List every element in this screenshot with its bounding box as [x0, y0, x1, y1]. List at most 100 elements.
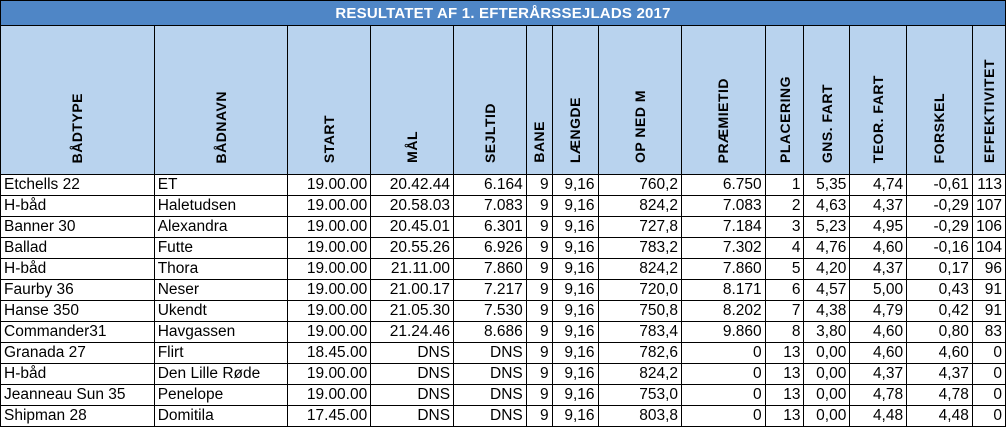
header-label: BÅDTYPE: [69, 92, 86, 163]
col-header-effektivitet: EFFEKTIVITET: [971, 25, 1006, 175]
header-label: MÅL: [404, 131, 421, 163]
cell-praemietid: 9.860: [681, 321, 766, 343]
cell-forskel: 4,37: [906, 363, 973, 385]
cell-gns-fart: 0,00: [803, 384, 851, 406]
cell-baadtype: Ballad: [0, 237, 155, 259]
table-row: Jeanneau Sun 35 Penelope 19.00.00 DNS DNS 9 9,…: [0, 384, 1006, 406]
cell-forskel: 4,78: [906, 384, 973, 406]
cell-effektivitet: 83: [971, 321, 1006, 343]
cell-gns-fart: 0,00: [803, 405, 851, 427]
cell-maal: 20.58.03: [370, 195, 455, 217]
cell-baadnavn: Penelope: [153, 384, 289, 406]
cell-teor-fart: 4,74: [849, 174, 908, 196]
cell-placering: 6: [764, 279, 805, 301]
header-label: TEOR. FART: [870, 74, 887, 163]
cell-op-ned-m: 783,4: [597, 321, 683, 343]
cell-gns-fart: 5,23: [803, 216, 851, 238]
cell-effektivitet: 0: [971, 342, 1006, 364]
header-label: FORSKEL: [931, 92, 948, 163]
cell-baadnavn: Haletudsen: [153, 195, 289, 217]
cell-teor-fart: 4,60: [849, 342, 908, 364]
cell-maal: DNS: [370, 363, 455, 385]
cell-effektivitet: 96: [971, 258, 1006, 280]
cell-baadtype: Shipman 28: [0, 405, 155, 427]
cell-laengde: 9,16: [551, 363, 599, 385]
header-label: START: [321, 114, 338, 163]
cell-baadtype: Granada 27: [0, 342, 155, 364]
cell-sejltid: DNS: [453, 405, 527, 427]
cell-laengde: 9,16: [551, 279, 599, 301]
cell-forskel: 0,17: [906, 258, 973, 280]
cell-forskel: 0,80: [906, 321, 973, 343]
cell-laengde: 9,16: [551, 195, 599, 217]
cell-start: 19.00.00: [287, 300, 372, 322]
header-label: SEJLTID: [481, 102, 498, 163]
cell-teor-fart: 4,37: [849, 258, 908, 280]
cell-bane: 9: [525, 258, 553, 280]
cell-start: 19.00.00: [287, 216, 372, 238]
cell-op-ned-m: 803,8: [597, 405, 683, 427]
col-header-baadnavn: BÅDNAVN: [153, 25, 289, 175]
cell-baadnavn: Havgassen: [153, 321, 289, 343]
cell-baadtype: H-båd: [0, 195, 155, 217]
title-row: RESULTATET AF 1. EFTERÅRSSEJLADS 2017: [0, 0, 1006, 26]
cell-laengde: 9,16: [551, 258, 599, 280]
cell-forskel: 0,42: [906, 300, 973, 322]
cell-teor-fart: 4,60: [849, 321, 908, 343]
cell-bane: 9: [525, 237, 553, 259]
table-row: Etchells 22 ET 19.00.00 20.42.44 6.164 9 9,16 7…: [0, 174, 1006, 196]
header-label: BANE: [531, 121, 548, 163]
cell-effektivitet: 91: [971, 300, 1006, 322]
cell-placering: 8: [764, 321, 805, 343]
cell-baadnavn: Futte: [153, 237, 289, 259]
cell-start: 19.00.00: [287, 279, 372, 301]
cell-effektivitet: 91: [971, 279, 1006, 301]
cell-op-ned-m: 824,2: [597, 363, 683, 385]
cell-bane: 9: [525, 300, 553, 322]
cell-baadtype: H-båd: [0, 363, 155, 385]
cell-gns-fart: 3,80: [803, 321, 851, 343]
cell-praemietid: 8.171: [681, 279, 766, 301]
cell-placering: 3: [764, 216, 805, 238]
cell-gns-fart: 5,35: [803, 174, 851, 196]
table-row: Commander31 Havgassen 19.00.00 21.24.46 8.68…: [0, 321, 1006, 343]
cell-sejltid: 8.686: [453, 321, 527, 343]
cell-laengde: 9,16: [551, 342, 599, 364]
cell-laengde: 9,16: [551, 237, 599, 259]
cell-maal: DNS: [370, 384, 455, 406]
table-row: Granada 27 Flirt 18.45.00 DNS DNS 9 9,16 782,6 0…: [0, 342, 1006, 364]
cell-sejltid: 7.530: [453, 300, 527, 322]
cell-bane: 9: [525, 342, 553, 364]
cell-start: 19.00.00: [287, 174, 372, 196]
cell-praemietid: 0: [681, 342, 766, 364]
cell-baadtype: H-båd: [0, 258, 155, 280]
cell-teor-fart: 4,78: [849, 384, 908, 406]
header-label: OP NED M: [631, 90, 648, 163]
cell-op-ned-m: 782,6: [597, 342, 683, 364]
cell-forskel: -0,29: [906, 195, 973, 217]
cell-sejltid: 6.301: [453, 216, 527, 238]
cell-effektivitet: 104: [971, 237, 1006, 259]
cell-baadnavn: ET: [153, 174, 289, 196]
cell-baadnavn: Thora: [153, 258, 289, 280]
cell-laengde: 9,16: [551, 405, 599, 427]
cell-praemietid: 7.184: [681, 216, 766, 238]
cell-start: 19.00.00: [287, 195, 372, 217]
cell-placering: 13: [764, 405, 805, 427]
cell-gns-fart: 4,57: [803, 279, 851, 301]
cell-op-ned-m: 760,2: [597, 174, 683, 196]
cell-placering: 7: [764, 300, 805, 322]
cell-teor-fart: 4,37: [849, 195, 908, 217]
cell-start: 19.00.00: [287, 363, 372, 385]
cell-baadtype: Faurby 36: [0, 279, 155, 301]
cell-effektivitet: 106: [971, 216, 1006, 238]
cell-placering: 1: [764, 174, 805, 196]
cell-bane: 9: [525, 321, 553, 343]
cell-gns-fart: 0,00: [803, 363, 851, 385]
col-header-bane: BANE: [525, 25, 553, 175]
cell-effektivitet: 0: [971, 405, 1006, 427]
cell-effektivitet: 107: [971, 195, 1006, 217]
cell-op-ned-m: 727,8: [597, 216, 683, 238]
cell-forskel: 4,60: [906, 342, 973, 364]
table-row: Banner 30 Alexandra 19.00.00 20.45.01 6.301 9…: [0, 216, 1006, 238]
